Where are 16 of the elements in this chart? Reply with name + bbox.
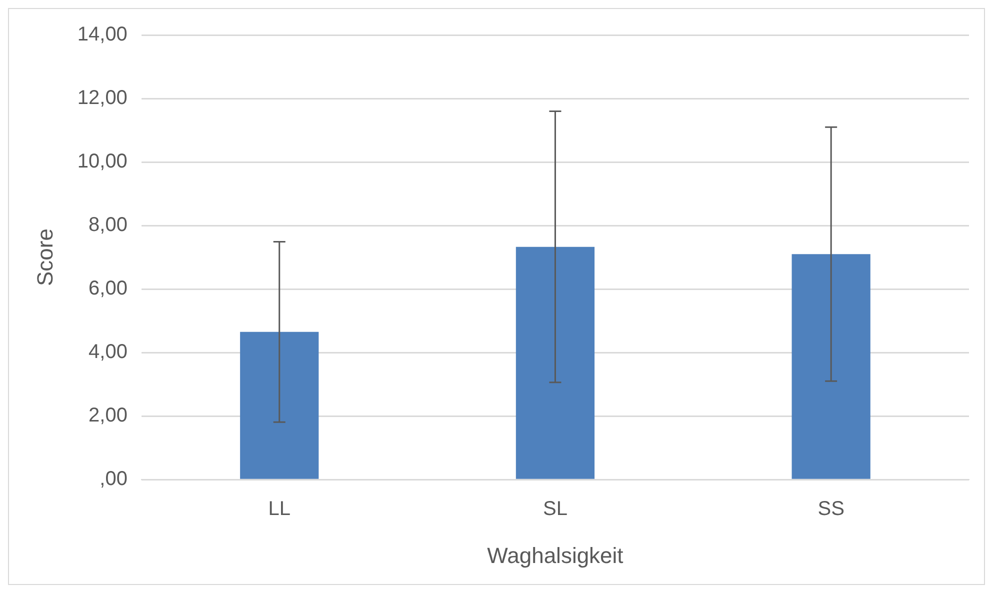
y-axis-title: Score — [32, 228, 58, 286]
x-axis-title: Waghalsigkeit — [487, 542, 624, 568]
y-tick-label: 6,00 — [88, 278, 128, 300]
bar — [516, 246, 595, 479]
y-tick-label: 2,00 — [88, 404, 128, 427]
y-tick-label: 4,00 — [88, 341, 128, 364]
x-tick-label: LL — [268, 498, 290, 520]
bar — [792, 254, 870, 479]
y-tick-label: 12,00 — [77, 87, 128, 110]
x-tick-label: SS — [818, 498, 844, 520]
y-tick-label: 10,00 — [77, 150, 128, 173]
y-tick-label: ,00 — [100, 468, 128, 490]
bar — [240, 332, 319, 479]
y-tick-label: 8,00 — [88, 214, 128, 236]
x-tick-label: SL — [542, 498, 568, 520]
y-tick-label: 14,00 — [77, 24, 128, 46]
